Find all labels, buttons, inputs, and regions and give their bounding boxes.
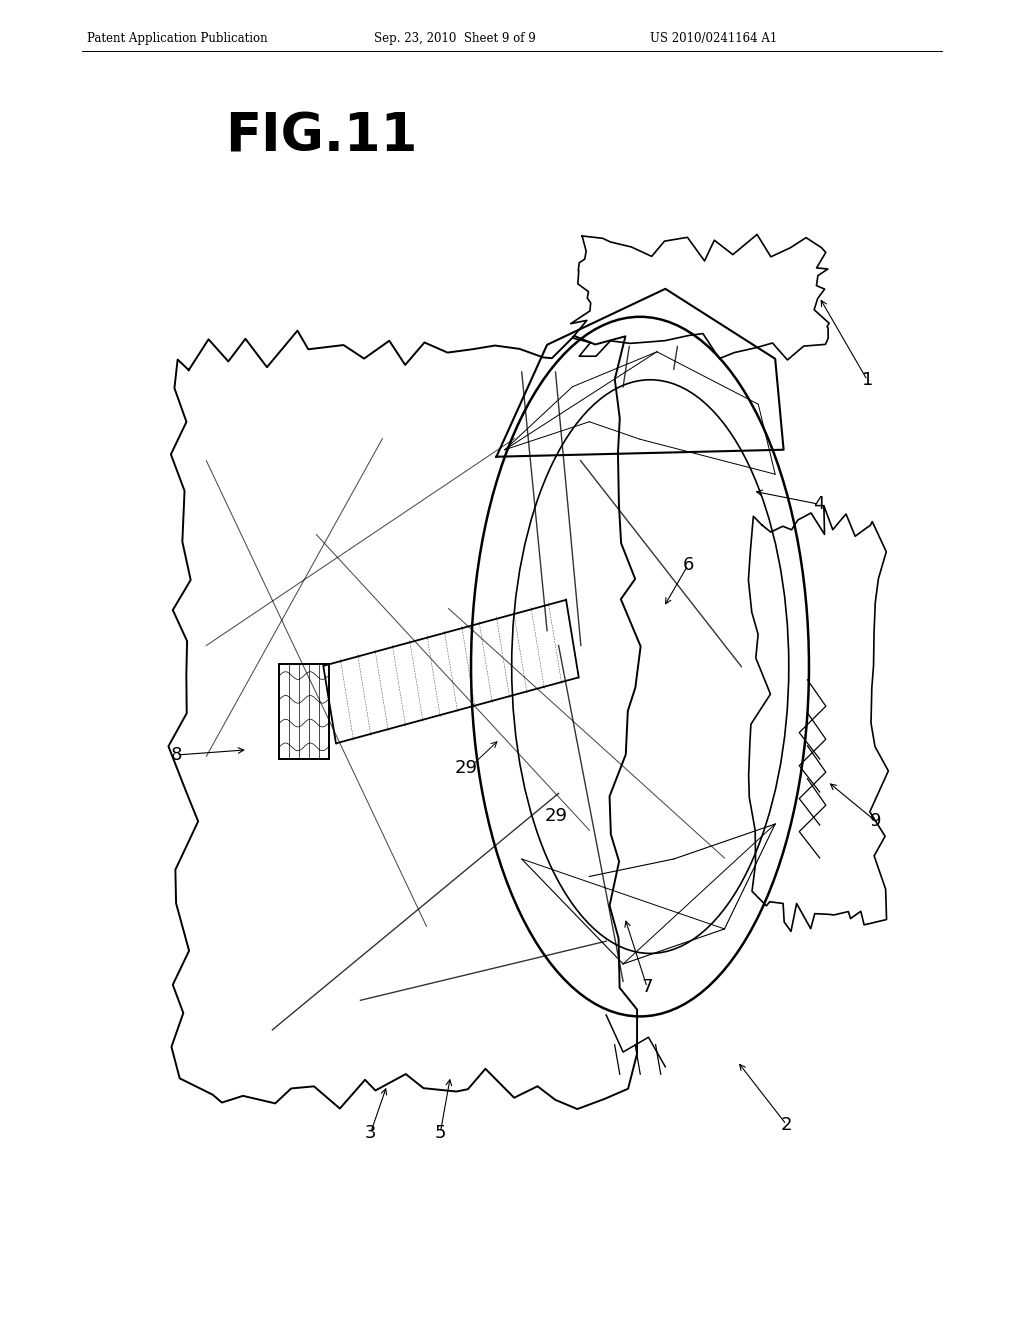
Text: 29: 29 xyxy=(545,807,567,825)
Text: 8: 8 xyxy=(170,746,182,764)
Text: Sep. 23, 2010  Sheet 9 of 9: Sep. 23, 2010 Sheet 9 of 9 xyxy=(374,32,536,45)
Text: 4: 4 xyxy=(813,495,825,513)
Text: 7: 7 xyxy=(641,978,653,997)
Text: US 2010/0241164 A1: US 2010/0241164 A1 xyxy=(650,32,777,45)
Text: Patent Application Publication: Patent Application Publication xyxy=(87,32,267,45)
Text: 3: 3 xyxy=(365,1123,377,1142)
Text: 29: 29 xyxy=(455,759,477,777)
Text: 1: 1 xyxy=(861,371,873,389)
Text: 6: 6 xyxy=(682,556,694,574)
Text: FIG.11: FIG.11 xyxy=(225,111,418,162)
Text: 2: 2 xyxy=(780,1115,793,1134)
Text: 5: 5 xyxy=(434,1123,446,1142)
Text: 9: 9 xyxy=(869,812,882,830)
